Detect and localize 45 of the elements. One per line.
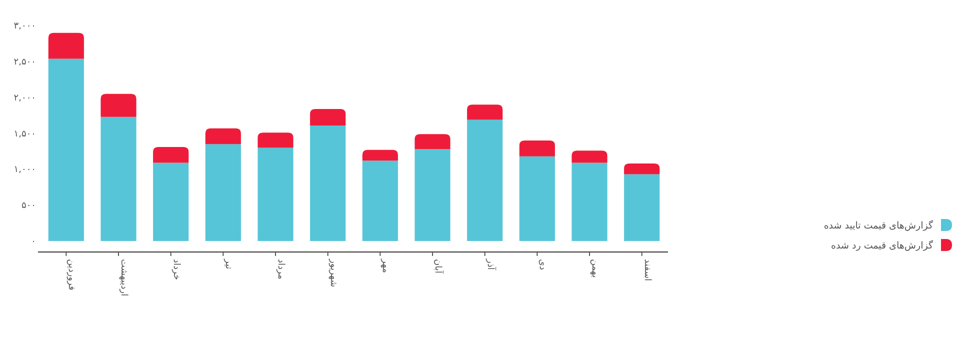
- x-tick-label: فروردین: [66, 259, 76, 290]
- x-tick-label: اردیبهشت: [118, 259, 128, 296]
- y-tick-label: ۵۰۰: [21, 201, 36, 212]
- x-tick-label: دی: [537, 259, 548, 270]
- bar: [48, 32, 84, 59]
- x-tick-label: مرداد: [276, 259, 286, 280]
- bar: [258, 148, 294, 241]
- bar: [258, 132, 294, 148]
- bar: [310, 108, 346, 126]
- bar: [362, 150, 398, 161]
- bar: [100, 94, 136, 117]
- x-tick-label: شهریور: [328, 258, 338, 288]
- bar: [467, 104, 503, 120]
- y-tick-label: ۲,۵۰۰: [14, 58, 36, 68]
- y-tick-label: ۱,۰۰۰: [14, 165, 36, 176]
- legend-label: گزارش‌های قیمت تایید شده: [824, 220, 934, 232]
- bar: [310, 125, 346, 241]
- bar: [519, 140, 555, 156]
- bar: [467, 120, 503, 241]
- x-tick-label: تیر: [223, 258, 234, 270]
- bar: [100, 116, 136, 241]
- bar: [205, 128, 241, 144]
- x-tick-label: مهر: [380, 258, 390, 274]
- x-tick-label: آبان: [432, 259, 444, 274]
- y-tick-label: ۲,۰۰۰: [14, 93, 36, 104]
- bar: [572, 162, 608, 241]
- bar: [414, 134, 450, 150]
- bar: [624, 174, 660, 241]
- bar: [414, 149, 450, 241]
- x-tick-label: آذر: [484, 258, 497, 270]
- x-tick-label: خرداد: [170, 259, 181, 280]
- x-tick-label: بهمن: [590, 259, 600, 278]
- bar: [205, 144, 241, 241]
- legend-label: گزارش‌های قیمت رد شده: [831, 240, 934, 252]
- bar: [362, 160, 398, 241]
- y-tick-label: ۳,۰۰۰: [14, 22, 36, 32]
- x-tick-label: اسفند: [642, 259, 652, 282]
- bar: [572, 150, 608, 163]
- y-tick-label: ۰: [31, 237, 36, 247]
- bar: [153, 162, 189, 241]
- bar: [624, 163, 660, 174]
- bar: [153, 146, 189, 163]
- bar: [48, 58, 84, 241]
- bar: [519, 156, 555, 241]
- y-tick-label: ۱,۵۰۰: [14, 129, 36, 140]
